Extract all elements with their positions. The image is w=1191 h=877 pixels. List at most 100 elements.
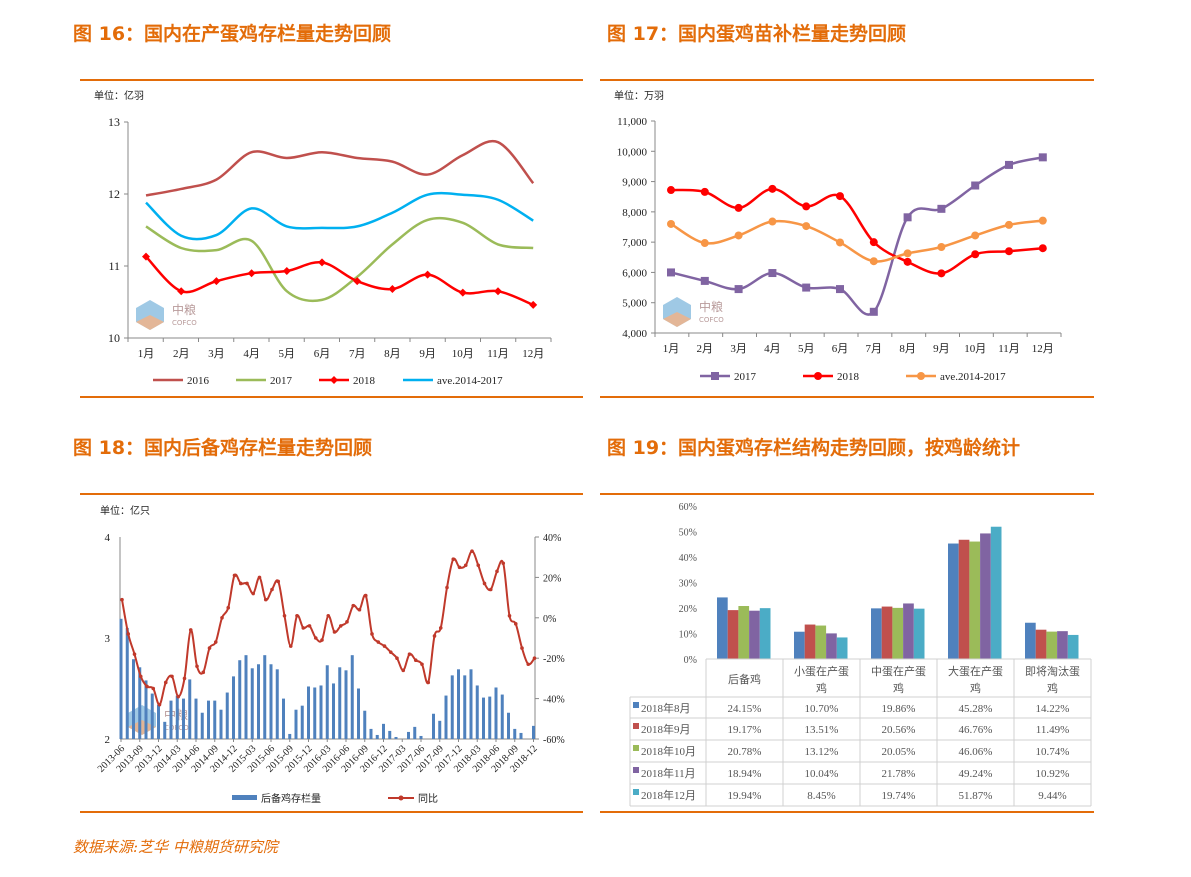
bar <box>836 637 848 659</box>
bar <box>169 700 173 739</box>
category-label: 即将淘汰蛋 <box>1025 664 1080 678</box>
bar <box>257 664 260 739</box>
data-point <box>494 287 502 296</box>
data-point <box>282 613 287 618</box>
data-point <box>307 624 312 628</box>
data-point <box>971 231 980 240</box>
bar <box>513 728 517 739</box>
data-point <box>170 674 174 679</box>
data-point <box>495 569 499 574</box>
bar <box>138 667 142 739</box>
table-cell: 19.17% <box>728 724 762 736</box>
y-tick-label: 8,000 <box>622 207 647 219</box>
table-cell: 20.56% <box>882 724 916 736</box>
bar <box>194 698 198 739</box>
x-tick-label: 4月 <box>764 343 781 355</box>
data-point <box>163 680 168 685</box>
data-point <box>126 632 131 636</box>
table-cell: 10.04% <box>805 768 839 780</box>
row-label: 2018年11月 <box>641 766 696 780</box>
bar <box>132 659 135 739</box>
divider <box>80 396 583 398</box>
data-point <box>802 202 811 211</box>
category-label: 鸡 <box>970 681 981 695</box>
data-point <box>1038 216 1047 225</box>
bar <box>507 712 510 739</box>
x-tick-label: 5月 <box>279 348 296 360</box>
data-point <box>451 557 456 562</box>
table-cell: 45.28% <box>959 703 993 715</box>
x-tick-label: 7月 <box>349 348 366 360</box>
bar <box>232 676 235 739</box>
data-point <box>326 613 331 618</box>
bar <box>826 633 837 659</box>
bar <box>357 688 360 739</box>
x-tick-label: 9月 <box>933 343 950 355</box>
table-cell: 9.44% <box>1038 790 1066 802</box>
y-tick-label: 13 <box>108 115 120 129</box>
y-tick-label: 10 <box>108 331 120 345</box>
data-point <box>363 593 368 598</box>
data-point <box>138 674 143 679</box>
y-tick-label: 9,000 <box>622 177 647 189</box>
data-point <box>937 204 946 213</box>
data-point <box>338 624 343 628</box>
bar <box>419 735 423 739</box>
data-point <box>407 652 412 656</box>
bar <box>438 720 442 739</box>
y-tick-label: 50% <box>679 528 697 539</box>
watermark-text: 中粮 <box>172 302 196 317</box>
x-tick-label: 7月 <box>866 343 883 355</box>
category-label: 鸡 <box>1047 681 1058 695</box>
divider <box>600 493 1094 495</box>
bar <box>413 726 417 739</box>
data-point <box>734 231 743 240</box>
bar <box>163 721 167 739</box>
data-point <box>426 680 431 685</box>
y-tick-label: 7,000 <box>622 237 647 249</box>
bar <box>1067 634 1079 659</box>
bar <box>225 692 229 739</box>
y-tick-label: 10% <box>679 630 697 641</box>
data-point <box>457 565 462 570</box>
legend-label: ave.2014-2017 <box>940 371 1006 383</box>
data-point <box>526 662 531 667</box>
y-tick-label: 3 <box>105 633 111 645</box>
data-point <box>301 626 306 630</box>
data-point <box>667 186 675 195</box>
category-label: 鸡 <box>893 681 904 695</box>
data-point <box>270 587 274 592</box>
bar <box>300 705 304 739</box>
data-point <box>313 636 318 640</box>
data-point <box>382 644 387 648</box>
bar <box>450 675 454 739</box>
table-cell: 24.15% <box>728 703 762 715</box>
bar <box>182 698 185 739</box>
data-point <box>971 250 980 259</box>
data-point <box>295 613 299 618</box>
data-point <box>345 620 349 624</box>
table-cell: 46.06% <box>959 746 993 758</box>
data-point <box>251 591 256 596</box>
bar <box>344 670 348 739</box>
data-point <box>1005 247 1013 256</box>
figure-16-title: 图 16：国内在产蛋鸡存栏量走势回顾 <box>73 23 392 45</box>
data-point <box>507 613 512 618</box>
y2-tick-label: 20% <box>543 573 561 584</box>
bar <box>738 606 750 659</box>
data-point <box>420 662 424 667</box>
bar <box>969 541 981 659</box>
data-point <box>401 668 406 673</box>
unit-label: 单位：亿只 <box>100 504 150 517</box>
figure-19-title: 图 19：国内蛋鸡存栏结构走势回顾，按鸡龄统计 <box>607 437 1021 459</box>
bar <box>759 608 771 659</box>
data-point <box>903 213 912 222</box>
data-point <box>157 702 162 707</box>
legend-swatch <box>232 795 257 800</box>
data-point <box>937 269 946 278</box>
category-label: 大蛋在产蛋 <box>948 664 1003 678</box>
bar <box>980 533 991 659</box>
data-point <box>700 276 709 285</box>
data-point <box>1005 160 1013 169</box>
